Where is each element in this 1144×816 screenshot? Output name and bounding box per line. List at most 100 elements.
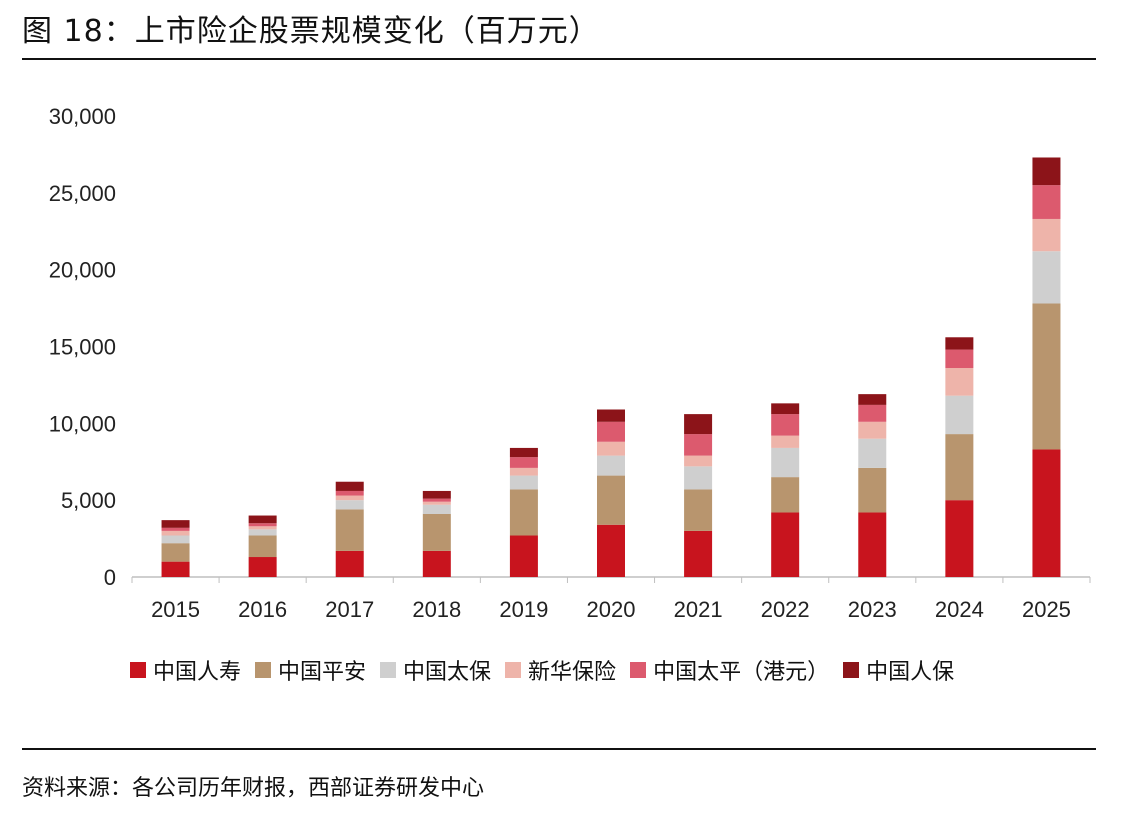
bar-segment [248,557,277,577]
legend-label: 中国平安 [278,660,367,685]
x-tick-label: 2016 [238,597,287,622]
bar-segment [771,447,800,478]
bar-segment [771,403,800,415]
legend-swatch [130,662,146,678]
bar-segment [945,395,974,435]
legend-item: 中国平安 [255,654,366,686]
bar-segment [335,481,364,491]
legend-label: 中国人保 [866,660,955,685]
bar-segment [597,409,625,422]
bar-segment [858,394,887,405]
bar-segment [1032,157,1061,186]
bar-segment [684,466,713,490]
bottom-rule [22,748,1096,750]
bar-segment [161,561,190,577]
top-rule [22,58,1096,60]
bar-segment [161,530,190,536]
bar-segment [1032,218,1061,252]
legend-swatch [630,662,647,678]
x-tick-label: 2024 [935,597,984,622]
bar-segment [161,520,190,528]
legend-item: 新华保险 [505,654,616,686]
bar-segment [945,368,974,396]
bar-segment [335,550,364,577]
bar-segment [684,530,713,577]
x-tick-label: 2022 [761,597,810,622]
legend-label: 新华保险 [528,660,617,685]
bar-segment [858,404,887,422]
bar-segment [422,490,451,499]
legend-swatch [255,662,272,678]
legend-label: 中国人寿 [153,660,242,685]
bar-segment [248,535,277,558]
bar-segment [509,447,538,458]
bar-segment [422,498,451,502]
bar-segment [161,543,190,562]
y-tick-label: 20,000 [49,258,116,283]
x-tick-label: 2023 [848,597,897,622]
bar-segment [945,500,974,577]
source-note: 资料来源：各公司历年财报，西部证券研发中心 [22,776,485,801]
legend-swatch [505,662,522,678]
x-tick-label: 2018 [412,597,461,622]
bar-segment [509,475,538,490]
bar-segment [858,438,887,468]
bar-segment [335,500,364,510]
x-tick-label: 2015 [151,597,200,622]
legend-item: 中国太保 [380,654,491,686]
x-tick-label: 2019 [499,597,548,622]
legend-item: 中国人保 [843,654,954,686]
bar-segment [422,504,451,514]
y-tick-label: 15,000 [49,335,116,360]
bar-segment [422,550,451,577]
bar-segment [597,421,625,442]
bar-segment [1032,185,1061,219]
bar-segment [422,513,451,551]
bar-segment [771,414,800,436]
y-tick-label: 10,000 [49,411,116,436]
chart-legend: 中国人寿 中国平安 中国太保 新华保险 中国太平（港元） 中国人保 [130,654,968,686]
bar-segment [161,535,190,544]
bar-segment [771,512,800,577]
figure-title: 图 18：上市险企股票规模变化（百万元） [22,14,600,49]
x-tick-label: 2021 [674,597,723,622]
bar-segment [684,489,713,531]
bar-segment [509,457,538,468]
bar-segment [1032,303,1061,450]
bar-segment [248,523,277,527]
legend-item: 中国太平（港元） [630,654,829,686]
bar-segment [945,434,974,501]
y-tick-label: 30,000 [49,104,116,129]
bar-segment [422,501,451,505]
y-tick-label: 25,000 [49,181,116,206]
bar-segment [597,524,625,577]
legend-label: 中国太保 [403,660,492,685]
bar-segment [684,455,713,467]
legend-label: 中国太平（港元） [653,660,830,685]
bar-segment [248,526,277,530]
legend-swatch [380,662,397,678]
bar-segment [945,337,974,350]
bar-segment [684,434,713,456]
x-tick-label: 2020 [587,597,636,622]
bar-segment [509,489,538,536]
bar-segment [771,477,800,513]
bar-segment [858,512,887,577]
legend-swatch [843,662,860,678]
bar-segment [509,535,538,577]
bar-segment [1032,251,1061,304]
bar-segment [597,475,625,525]
bar-segment [945,349,974,369]
bar-segment [335,490,364,496]
bar-segment [771,435,800,448]
bar-segment [335,495,364,501]
bar-segment [509,467,538,476]
x-tick-label: 2025 [1022,597,1071,622]
bar-segment [858,421,887,439]
bar-segment [597,441,625,456]
bar-segment [1032,449,1061,577]
bar-segment [858,467,887,513]
bar-segment [335,509,364,551]
legend-item: 中国人寿 [130,654,241,686]
